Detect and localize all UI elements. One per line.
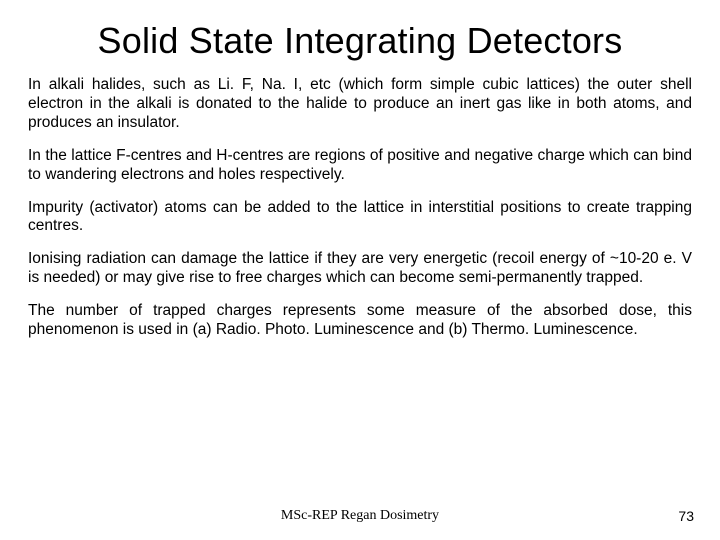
slide: Solid State Integrating Detectors In alk…: [0, 0, 720, 540]
paragraph: In alkali halides, such as Li. F, Na. I,…: [28, 76, 692, 133]
paragraph: Ionising radiation can damage the lattic…: [28, 250, 692, 288]
page-number: 73: [678, 508, 694, 524]
paragraph: Impurity (activator) atoms can be added …: [28, 199, 692, 237]
slide-title: Solid State Integrating Detectors: [28, 20, 692, 62]
paragraph: The number of trapped charges represents…: [28, 302, 692, 340]
footer-text: MSc-REP Regan Dosimetry: [0, 508, 720, 524]
paragraph: In the lattice F-centres and H-centres a…: [28, 147, 692, 185]
